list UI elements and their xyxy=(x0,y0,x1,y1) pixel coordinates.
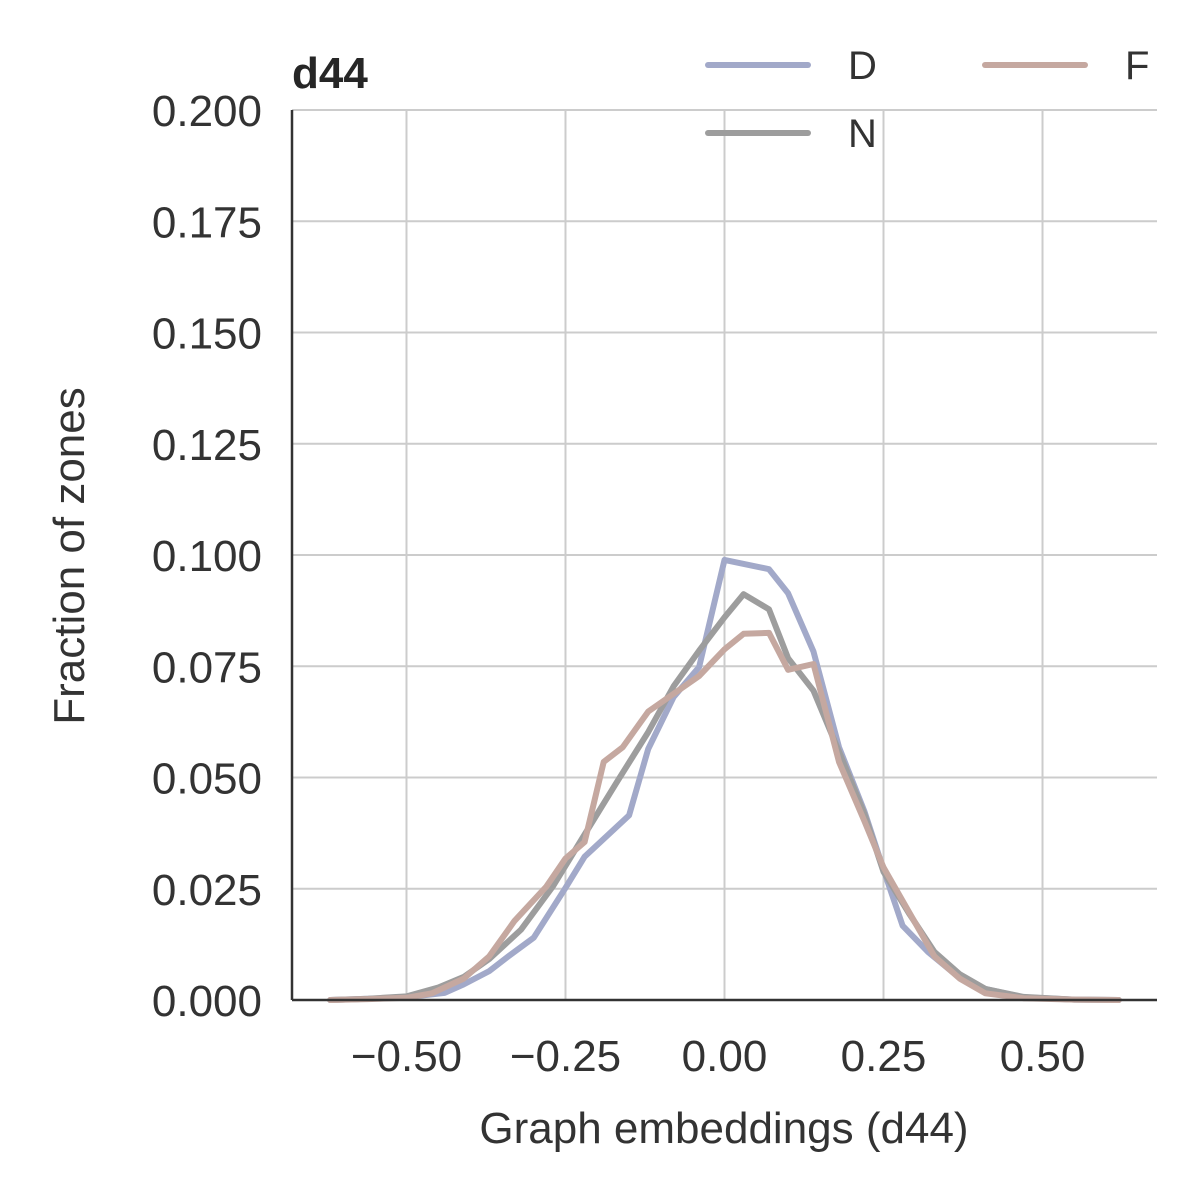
y-axis-label: Fraction of zones xyxy=(45,387,94,725)
x-tick-label: 0.50 xyxy=(1000,1032,1086,1081)
y-tick-label: 0.100 xyxy=(152,532,262,581)
legend-label-f: F xyxy=(1125,44,1149,88)
y-tick-label: 0.150 xyxy=(152,310,262,359)
legend: D N F xyxy=(705,44,1149,156)
y-tick-label: 0.175 xyxy=(152,198,262,247)
y-tick-label: 0.125 xyxy=(152,421,262,470)
x-axis-label: Graph embeddings (d44) xyxy=(479,1104,968,1153)
y-tick-label: 0.200 xyxy=(152,87,262,136)
y-tick-label: 0.025 xyxy=(152,866,262,915)
x-tick-label: −0.25 xyxy=(510,1032,621,1081)
chart-title: d44 xyxy=(292,49,368,98)
x-tick-label: −0.50 xyxy=(351,1032,462,1081)
grid xyxy=(292,109,1157,1001)
x-tick-label: 0.00 xyxy=(682,1032,768,1081)
y-tick-label: 0.050 xyxy=(152,755,262,804)
y-tick-label: 0.000 xyxy=(152,977,262,1026)
series-lines xyxy=(327,556,1122,1003)
x-tick-label: 0.25 xyxy=(841,1032,927,1081)
legend-label-n: N xyxy=(848,112,877,156)
x-tick-labels: −0.50 −0.25 0.00 0.25 0.50 xyxy=(351,1032,1086,1081)
y-tick-label: 0.075 xyxy=(152,643,262,692)
y-tick-labels: 0.000 0.025 0.050 0.075 0.100 0.125 0.150 0.175… xyxy=(152,87,262,1026)
axes xyxy=(290,110,1157,1002)
series-line-f xyxy=(327,629,1122,1003)
legend-label-d: D xyxy=(848,44,877,88)
